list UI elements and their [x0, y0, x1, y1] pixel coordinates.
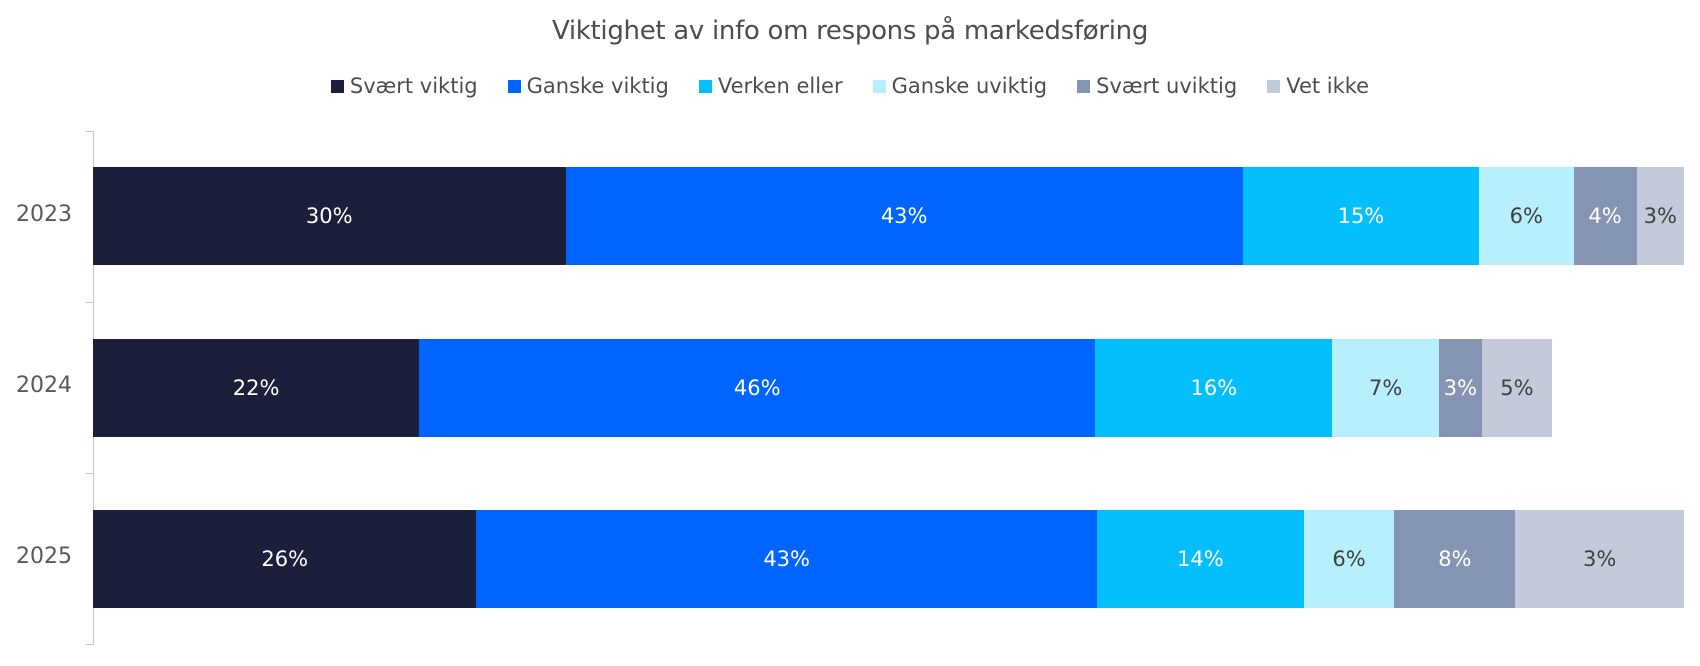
bar-segment-svaert-uviktig: 8% [1394, 510, 1516, 608]
legend-swatch [1077, 79, 1091, 93]
legend-label: Svært uviktig [1096, 74, 1238, 98]
legend-item-ganske-uviktig: Ganske uviktig [872, 74, 1048, 98]
bar-segment-verken-eller: 16% [1095, 339, 1333, 437]
bar-segment-svaert-uviktig: 3% [1438, 339, 1482, 437]
bar-segment-ganske-viktig: 46% [419, 339, 1096, 437]
y-axis-tick [86, 131, 93, 132]
legend-item-vet-ikke: Vet ikke [1267, 74, 1369, 98]
bar-row-2023: 30% 43% 15% 6% 4% 3% [93, 167, 1684, 265]
y-axis-tick [86, 302, 93, 303]
bar-segment-ganske-viktig: 43% [476, 510, 1097, 608]
bar-segment-verken-eller: 14% [1096, 510, 1304, 608]
legend-label: Verken eller [717, 74, 843, 98]
legend-item-svaert-uviktig: Svært uviktig [1077, 74, 1237, 98]
bar-segment-vet-ikke: 5% [1481, 339, 1552, 437]
y-label-2025: 2025 [16, 544, 72, 569]
y-label-2023: 2023 [16, 202, 72, 227]
legend-label: Ganske viktig [526, 74, 669, 98]
legend-swatch [330, 79, 344, 93]
bar-segment-ganske-uviktig: 7% [1332, 339, 1439, 437]
bar-segment-svaert-uviktig: 4% [1573, 167, 1637, 265]
legend-item-verken-eller: Verken eller [698, 74, 843, 98]
chart-title: Viktighet av info om respons på markedsf… [551, 16, 1149, 46]
bar-segment-vet-ikke: 3% [1636, 167, 1684, 265]
bar-segment-ganske-uviktig: 6% [1303, 510, 1395, 608]
bar-segment-verken-eller: 15% [1242, 167, 1480, 265]
y-axis-tick [86, 644, 93, 645]
y-axis-tick [86, 473, 93, 474]
legend-swatch [1267, 79, 1281, 93]
bar-segment-svaert-viktig: 26% [93, 510, 477, 608]
legend-swatch [698, 79, 712, 93]
bar-segment-vet-ikke: 3% [1515, 510, 1684, 608]
bar-segment-svaert-viktig: 22% [93, 339, 420, 437]
legend-label: Ganske uviktig [891, 74, 1048, 98]
y-label-2024: 2024 [16, 373, 72, 398]
bar-row-2025: 26% 43% 14% 6% 8% 3% [93, 510, 1684, 608]
bar-segment-svaert-viktig: 30% [93, 167, 566, 265]
legend-swatch [872, 79, 886, 93]
legend-label: Svært viktig [349, 74, 478, 98]
legend-item-svaert-viktig: Svært viktig [330, 74, 478, 98]
legend-swatch [507, 79, 521, 93]
bar-row-2024: 22% 46% 16% 7% 3% 5% [93, 339, 1684, 437]
bar-segment-ganske-uviktig: 6% [1479, 167, 1574, 265]
legend: Svært viktig Ganske viktig Verken eller … [0, 74, 1700, 98]
bar-segment-ganske-viktig: 43% [565, 167, 1243, 265]
legend-label: Vet ikke [1286, 74, 1370, 98]
legend-item-ganske-viktig: Ganske viktig [507, 74, 669, 98]
